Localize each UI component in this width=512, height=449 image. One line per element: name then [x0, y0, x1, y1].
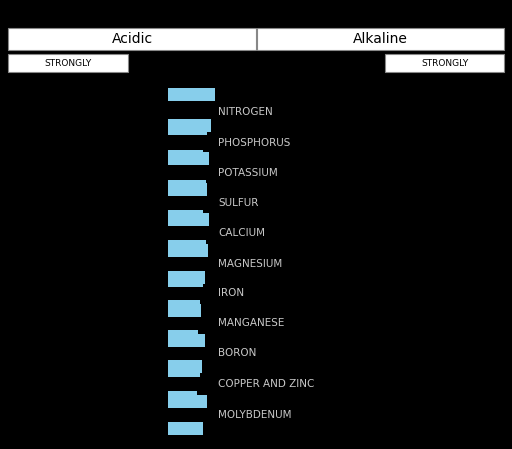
Text: STRONGLY: STRONGLY [421, 58, 468, 67]
Text: PHOSPHORUS: PHOSPHORUS [218, 138, 290, 148]
Bar [168, 244, 208, 257]
Text: MANGANESE: MANGANESE [218, 318, 284, 328]
Bar [168, 119, 211, 132]
Bar [385, 54, 504, 72]
Bar [168, 330, 198, 343]
Bar [168, 213, 209, 226]
Text: BORON: BORON [218, 348, 257, 358]
Bar [168, 364, 200, 377]
Text: NITROGEN: NITROGEN [218, 107, 273, 117]
Bar [168, 422, 203, 435]
Bar [257, 28, 504, 50]
Bar [168, 150, 203, 163]
Bar [168, 152, 209, 165]
Bar [168, 180, 206, 193]
Bar [168, 334, 205, 347]
Text: MOLYBDENUM: MOLYBDENUM [218, 410, 291, 420]
Text: CALCIUM: CALCIUM [218, 228, 265, 238]
Text: COPPER AND ZINC: COPPER AND ZINC [218, 379, 314, 389]
Bar [168, 271, 205, 284]
Bar [168, 391, 198, 404]
Bar [8, 28, 256, 50]
Bar [168, 304, 201, 317]
Bar [168, 183, 206, 196]
Text: STRONGLY: STRONGLY [45, 58, 92, 67]
Bar [168, 360, 202, 373]
Bar [168, 274, 203, 287]
Bar [168, 300, 200, 313]
Bar [168, 122, 206, 135]
Text: POTASSIUM: POTASSIUM [218, 168, 278, 178]
Bar [168, 210, 203, 223]
Text: Alkaline: Alkaline [353, 32, 408, 46]
Bar [8, 54, 128, 72]
Text: SULFUR: SULFUR [218, 198, 259, 208]
Text: Acidic: Acidic [112, 32, 153, 46]
Text: MAGNESIUM: MAGNESIUM [218, 259, 282, 269]
Text: IRON: IRON [218, 288, 244, 298]
Bar [168, 88, 215, 101]
Bar [168, 395, 206, 408]
Bar [168, 240, 206, 253]
